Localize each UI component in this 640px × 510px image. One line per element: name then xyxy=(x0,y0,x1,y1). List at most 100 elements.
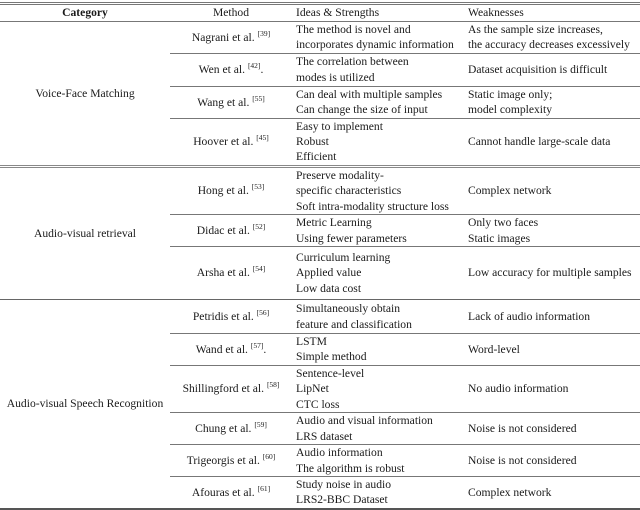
category-cell: Audio-visual Speech Recognition xyxy=(0,299,170,509)
method-cell: Wang et al. [55] xyxy=(170,85,292,119)
ideas-line: LRS dataset xyxy=(296,429,353,443)
weaknesses-cell: Cannot handle large-scale data xyxy=(464,117,640,167)
ideas-line: Simple method xyxy=(296,350,367,364)
ideas-line: Curriculum learning xyxy=(296,250,391,264)
method-cell: Chung et al. [59] xyxy=(170,412,292,445)
weakness-line: the accuracy decreases excessively xyxy=(468,38,630,52)
ideas-cell: Easy to implement Robust Efficient xyxy=(292,117,464,167)
method-name: Hong et al. xyxy=(197,184,249,198)
ideas-cell: Sentence-level LipNet CTC loss xyxy=(292,364,464,413)
method-cell: Wand et al. [57]. xyxy=(170,333,292,366)
method-name: Trigeorgis et al. xyxy=(186,453,260,467)
method-cell: Trigeorgis et al. [60] xyxy=(170,444,292,477)
ideas-line: Low data cost xyxy=(296,281,362,295)
ideas-cell: Can deal with multiple samples Can change… xyxy=(292,85,464,119)
table-row: Trigeorgis et al. [60] Audio information T… xyxy=(0,444,640,477)
method-cell: Hoover et al. [45] xyxy=(170,117,292,167)
weaknesses-cell: Complex network xyxy=(464,475,640,509)
citation-ref: [60] xyxy=(262,451,276,461)
method-cell: Hong et al. [53] xyxy=(170,164,292,215)
weaknesses-cell: Complex network xyxy=(464,164,640,215)
table-row: Wen et al. [42]. The correlation between m… xyxy=(0,52,640,87)
ideas-line: LRS2-BBC Dataset xyxy=(296,493,388,507)
ideas-cell: Metric Learning Using fewer parameters xyxy=(292,214,464,247)
weaknesses-cell: Noise is not considered xyxy=(464,444,640,477)
header-weaknesses: Weaknesses xyxy=(464,3,640,22)
weakness-line: Complex network xyxy=(468,184,552,198)
ideas-line: incorporates dynamic information xyxy=(296,38,454,52)
weaknesses-cell: Noise is not considered xyxy=(464,412,640,445)
ideas-line: feature and classification xyxy=(296,317,412,331)
method-suffix: . xyxy=(263,342,267,356)
citation-ref: [39] xyxy=(257,28,271,38)
citation-ref: [55] xyxy=(252,93,265,103)
weaknesses-cell: As the sample size increases, the accurac… xyxy=(464,22,640,54)
method-cell: Shillingford et al. [58] xyxy=(170,364,292,413)
citation-ref: [53] xyxy=(251,182,265,192)
weaknesses-cell: Word-level xyxy=(464,333,640,366)
table-row: Arsha et al. [54] Curriculum learning Appl… xyxy=(0,246,640,300)
method-cell: Didac et al. [52] xyxy=(170,214,292,247)
table-row: Wang et al. [55] Can deal with multiple s… xyxy=(0,85,640,119)
method-name: Nagrani et al. xyxy=(191,30,255,44)
ideas-line: LipNet xyxy=(296,382,329,396)
ideas-line: Efficient xyxy=(296,150,337,164)
category-cell: Voice-Face Matching xyxy=(35,86,135,100)
weakness-line: Only two faces xyxy=(468,216,539,230)
ideas-cell: Study noise in audio LRS2-BBC Dataset xyxy=(292,475,464,509)
weaknesses-cell: Dataset acquisition is difficult xyxy=(464,52,640,87)
weakness-line: Static images xyxy=(468,231,531,245)
table-row: Shillingford et al. [58] Sentence-level Li… xyxy=(0,364,640,413)
header-row: Category Method Ideas & Strengths Weakne… xyxy=(0,3,640,22)
method-cell: Nagrani et al. [39] xyxy=(170,22,292,54)
citation-ref: [61] xyxy=(257,483,271,493)
ideas-line: Robust xyxy=(296,135,329,149)
header-category: Category xyxy=(0,3,170,22)
ideas-line: Simultaneously obtain xyxy=(296,302,401,316)
method-cell: Afouras et al. [61] xyxy=(170,475,292,509)
weaknesses-cell: Static image only; model complexity xyxy=(464,85,640,119)
method-name: Petridis et al. xyxy=(192,309,254,323)
weakness-line: Noise is not considered xyxy=(468,453,577,467)
ideas-cell: LSTM Simple method xyxy=(292,333,464,366)
ideas-line: Can deal with multiple samples xyxy=(296,87,443,101)
method-cell: Wen et al. [42]. xyxy=(170,52,292,87)
citation-ref: [54] xyxy=(252,264,266,274)
citation-ref: [57] xyxy=(250,340,264,350)
weaknesses-cell: No audio information xyxy=(464,364,640,413)
ideas-cell: Curriculum learning Applied value Low data… xyxy=(292,246,464,300)
ideas-line: Applied value xyxy=(296,266,362,280)
weakness-line: Static image only; xyxy=(468,87,553,101)
table-row: Wand et al. [57]. LSTM Simple method Word-l… xyxy=(0,333,640,366)
method-cell: Arsha et al. [54] xyxy=(170,246,292,300)
ideas-line: The correlation between xyxy=(296,55,409,69)
ideas-line: Study noise in audio xyxy=(296,477,392,491)
weakness-line: Low accuracy for multiple samples xyxy=(468,266,632,280)
ideas-line: specific characteristics xyxy=(296,184,402,198)
table-row: Didac et al. [52] Metric Learning Using fe… xyxy=(0,214,640,247)
weakness-line: Word-level xyxy=(468,342,520,356)
ideas-cell: Audio and visual information LRS dataset xyxy=(292,412,464,445)
ideas-line: Sentence-level xyxy=(296,366,365,380)
table-row: Audio-visual retrieval Hong et al. [53] Pr… xyxy=(0,164,640,300)
weakness-line: As the sample size increases, xyxy=(468,23,603,36)
ideas-line: Audio information xyxy=(296,446,383,460)
method-name: Chung et al. xyxy=(195,421,252,435)
method-name: Wand et al. xyxy=(195,342,248,356)
method-name: Hoover et al. xyxy=(193,135,254,149)
table-row: Chung et al. [59] Audio and visual inform… xyxy=(0,412,640,445)
citation-ref: [56] xyxy=(256,307,270,317)
ideas-cell: The method is novel and incorporates dyna… xyxy=(292,22,464,54)
method-name: Wen et al. xyxy=(198,63,246,77)
weakness-line: Cannot handle large-scale data xyxy=(468,135,611,149)
category-cell: Audio-visual retrieval xyxy=(0,164,170,300)
table-row: Audio-visual Speech Recognition Petridis … xyxy=(0,299,640,509)
method-name: Arsha et al. xyxy=(196,266,250,280)
ideas-line: LSTM xyxy=(296,335,327,349)
method-cell: Petridis et al. [56] xyxy=(170,299,292,334)
ideas-line: modes is utilized xyxy=(296,70,375,84)
header-method: Method xyxy=(170,3,292,22)
ideas-line: Audio and visual information xyxy=(296,414,433,428)
ideas-line: Can change the size of input xyxy=(296,103,428,117)
